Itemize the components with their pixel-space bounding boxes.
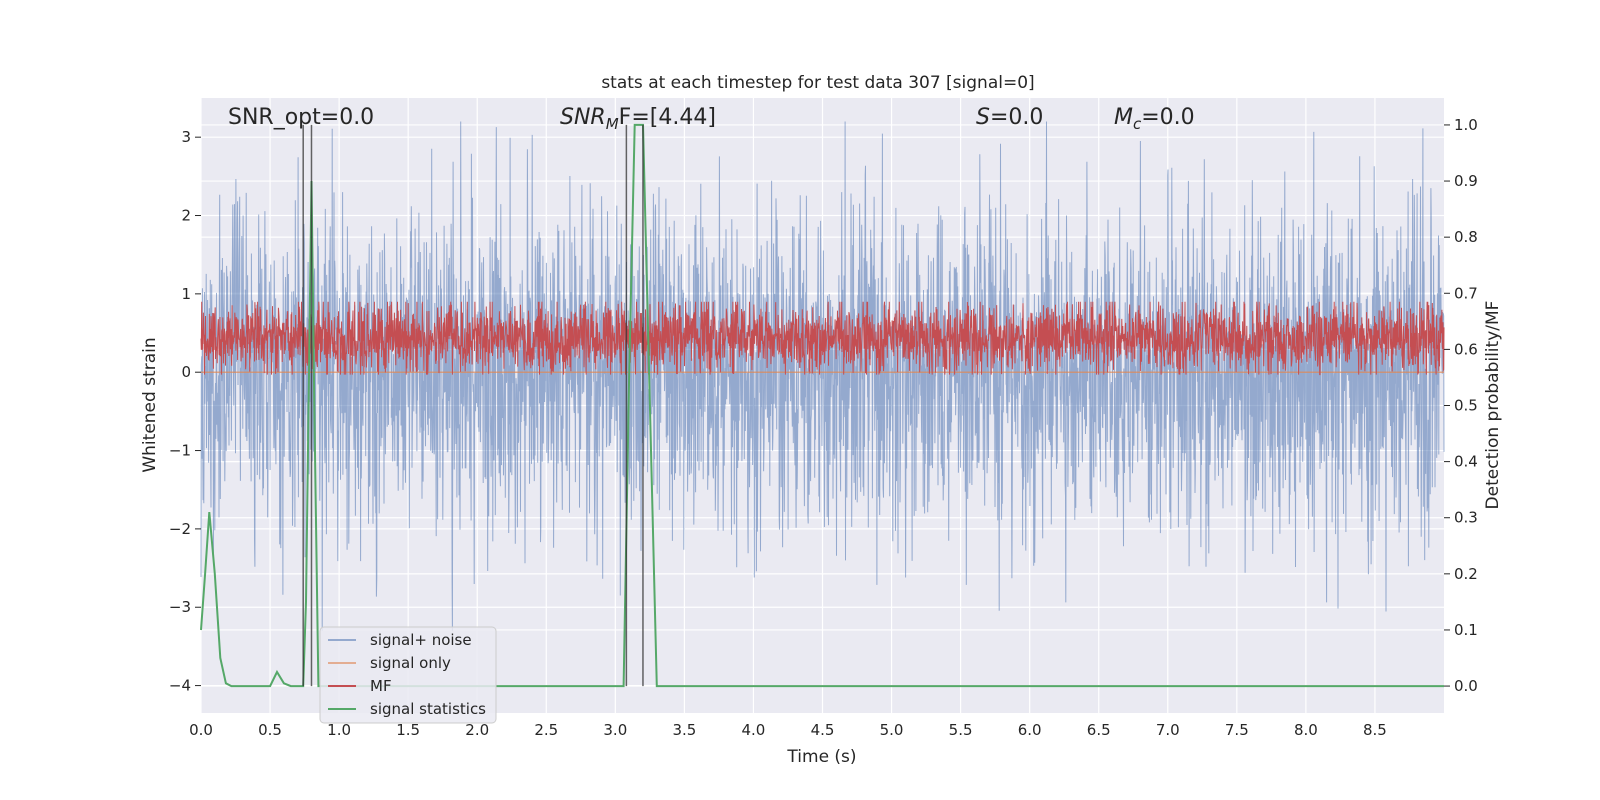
series-signal-statistics	[200, 123, 1444, 688]
x-tick-label: 5.0	[880, 721, 904, 739]
y-tick-label: 0	[181, 363, 191, 381]
y2-tick-label: 0.9	[1454, 172, 1478, 190]
vlines-layer	[302, 124, 644, 687]
x-tick-label: 2.5	[534, 721, 558, 739]
y2-tick-label: 0.4	[1454, 453, 1478, 471]
x-tick-label: 1.5	[396, 721, 420, 739]
x-tick-label: 3.5	[672, 721, 696, 739]
x-tick-label: 3.0	[603, 721, 627, 739]
y2-tick-label: 0.2	[1454, 565, 1478, 583]
series-mf	[200, 301, 1445, 376]
y2-tick-label: 0.7	[1454, 284, 1478, 302]
x-tick-label: 5.5	[949, 721, 973, 739]
x-tick-label: 4.0	[742, 721, 766, 739]
x-tick-label: 0.5	[258, 721, 282, 739]
annotation-mc-symbol: M	[1114, 105, 1133, 130]
y-axis-label: Whitened strain	[140, 337, 160, 472]
chart-title: stats at each timestep for test data 307…	[601, 73, 1034, 93]
y-tick-label: −1	[169, 442, 191, 460]
annotation-snr-mf-sub: M	[606, 115, 619, 133]
x-axis-label: Time (s)	[786, 747, 856, 767]
legend-label-mf: MF	[370, 677, 392, 695]
x-tick-label: 6.5	[1087, 721, 1111, 739]
y-tick-label: −2	[169, 520, 191, 538]
annotation-s-value: =0.0	[990, 105, 1043, 130]
annotation-snr-mf-rest: F=[4.44]	[619, 105, 716, 130]
annotation-mc-value: =0.0	[1141, 105, 1194, 130]
y2-tick-label: 0.1	[1454, 621, 1478, 639]
series-layer	[200, 121, 1445, 688]
annotation-s: S=0.0	[976, 105, 1043, 130]
annotation-snr-mf: SNRMF=[4.44]	[560, 105, 716, 133]
annotation-snr-mf-base: SNR	[560, 105, 606, 130]
legend-label-signal-only: signal only	[370, 654, 451, 672]
y2-axis-label: Detection probability/MF	[1483, 301, 1503, 510]
x-tick-label: 6.0	[1018, 721, 1042, 739]
y-tick-label: 1	[181, 285, 191, 303]
x-ticks: 0.0 0.5 1.0 1.5 2.0 2.5 3.0 3.5 4.0 4.5 5.0 5.5 6.0 6…	[189, 721, 1387, 739]
annotation-snr-opt: SNR_opt=0.0	[228, 105, 374, 130]
x-tick-label: 2.0	[465, 721, 489, 739]
legend-label-signal-noise: signal+ noise	[370, 631, 472, 649]
y2-tick-label: 0.0	[1454, 677, 1478, 695]
x-tick-label: 8.0	[1294, 721, 1318, 739]
y2-ticks: 0.0 0.1 0.2 0.3 0.4 0.5 0.6 0.7 0.8 0.9 1.0	[1444, 116, 1478, 695]
y-tick-label: −3	[169, 598, 191, 616]
y2-tick-label: 1.0	[1454, 116, 1478, 134]
y-tick-label: −4	[169, 677, 191, 695]
y-tick-label: 2	[181, 207, 191, 225]
legend-box	[319, 626, 497, 724]
legend-label-signal-statistics: signal statistics	[370, 700, 486, 718]
x-tick-label: 0.0	[189, 721, 213, 739]
annotation-mc: Mc=0.0	[1114, 105, 1195, 133]
y2-tick-label: 0.3	[1454, 509, 1478, 527]
legend: signal+ noise signal only MF signal stat…	[319, 626, 497, 724]
y-tick-label: 3	[181, 128, 191, 146]
y2-tick-label: 0.6	[1454, 340, 1478, 358]
x-tick-label: 1.0	[327, 721, 351, 739]
y2-tick-label: 0.8	[1454, 228, 1478, 246]
annotation-s-symbol: S	[976, 105, 990, 130]
x-tick-label: 8.5	[1363, 721, 1387, 739]
y2-tick-label: 0.5	[1454, 397, 1478, 415]
x-tick-label: 7.5	[1225, 721, 1249, 739]
y-ticks: −4 −3 −2 −1 0 1 2 3	[169, 128, 201, 695]
annotation-mc-sub: c	[1133, 115, 1142, 133]
x-tick-label: 7.0	[1156, 721, 1180, 739]
x-tick-label: 4.5	[811, 721, 835, 739]
